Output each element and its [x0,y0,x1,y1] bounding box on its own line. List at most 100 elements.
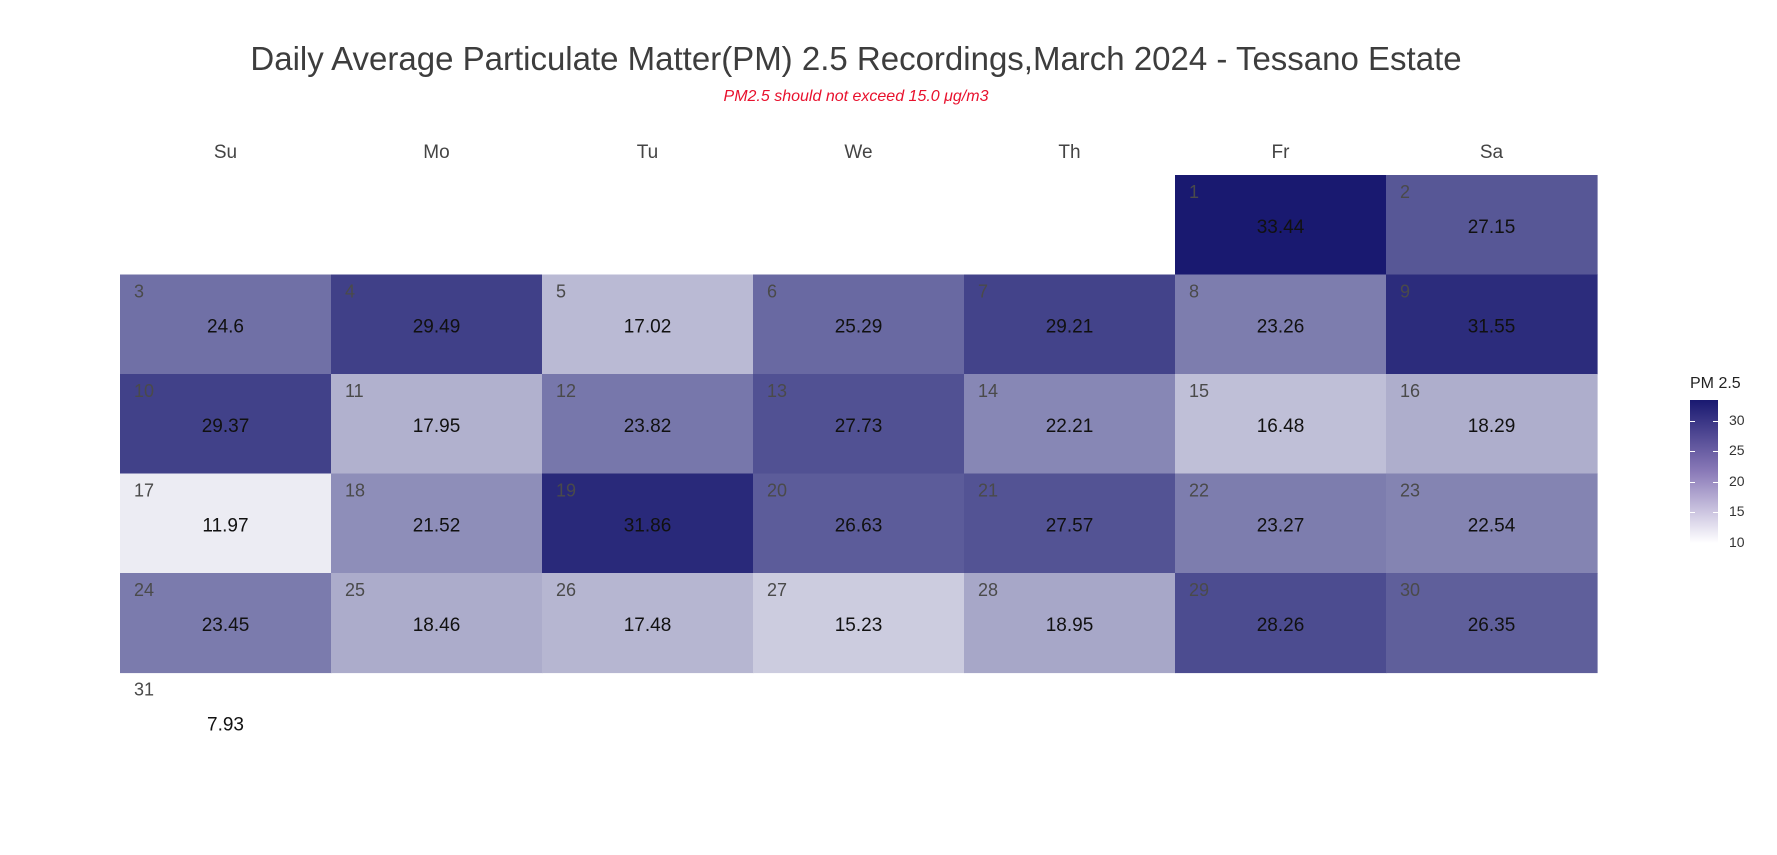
weekday-header: We [844,142,872,163]
day-number: 4 [345,282,355,302]
day-cell [331,573,543,674]
day-value: 7.93 [207,715,244,736]
day-number: 3 [134,282,144,302]
day-number: 2 [1400,182,1410,202]
day-cell [1175,573,1387,674]
day-number: 22 [1189,481,1209,501]
day-cell [964,374,1176,475]
legend-tick-mark [1713,420,1718,422]
day-cell [753,573,965,674]
legend-tick-mark [1690,481,1695,483]
day-cell [120,374,332,475]
day-number: 13 [767,381,787,401]
day-number: 21 [978,481,998,501]
day-value: 27.15 [1468,217,1516,238]
day-value: 28.26 [1257,615,1305,636]
day-number: 18 [345,481,365,501]
day-number: 9 [1400,282,1410,302]
day-cell [542,473,754,574]
weekday-header: Mo [423,142,449,163]
weekday-header: Th [1058,142,1080,163]
day-number: 7 [978,282,988,302]
legend-title: PM 2.5 [1690,375,1741,392]
day-number: 14 [978,381,998,401]
day-number: 30 [1400,580,1420,600]
color-legend: PM 2.5 10 15 20 25 30 [1690,375,1770,555]
day-cell [964,274,1176,375]
chart-subtitle: PM2.5 should not exceed 15.0 μg/m3 [723,88,989,105]
day-cell [1386,274,1598,375]
day-number: 27 [767,580,787,600]
day-cell [964,473,1176,574]
legend-tick-mark [1690,451,1695,453]
day-number: 29 [1189,580,1209,600]
day-cell [1175,274,1387,375]
day-value: 33.44 [1257,217,1305,238]
day-number: 15 [1189,381,1209,401]
day-value: 15.23 [835,615,883,636]
day-value: 17.48 [624,615,672,636]
weekday-header: Tu [637,142,658,163]
weekday-header: Fr [1272,142,1291,163]
day-number: 23 [1400,481,1420,501]
day-value: 26.35 [1468,615,1516,636]
legend-tick-mark [1713,451,1718,453]
day-value: 22.54 [1468,516,1516,537]
day-number: 28 [978,580,998,600]
day-number: 25 [345,580,365,600]
legend-tick-label: 10 [1729,534,1745,550]
day-value: 23.26 [1257,317,1305,338]
day-number: 26 [556,580,576,600]
day-cell [753,374,965,475]
day-cell [331,274,543,375]
day-cell [1386,175,1598,276]
day-cell [1386,473,1598,574]
day-number: 16 [1400,381,1420,401]
weekday-header: Sa [1480,142,1504,163]
legend-tick-label: 20 [1729,472,1745,489]
day-value: 31.86 [624,516,672,537]
day-value: 31.55 [1468,317,1516,338]
chart-title: Daily Average Particulate Matter(PM) 2.5… [250,40,1462,77]
day-number: 20 [767,481,787,501]
weekday-header: Su [214,142,237,163]
day-cell [1175,374,1387,475]
day-value: 16.48 [1257,416,1305,437]
day-cell [753,274,965,375]
day-cell [331,374,543,475]
day-number: 10 [134,381,154,401]
day-number: 24 [134,580,154,600]
day-value: 18.95 [1046,615,1094,636]
day-value: 25.29 [835,317,883,338]
day-cell [542,374,754,475]
day-cell [120,573,332,674]
legend-tick-label: 25 [1729,442,1745,459]
day-value: 18.29 [1468,416,1516,437]
day-number: 31 [134,680,154,700]
day-cell [1175,473,1387,574]
legend-tick-mark [1713,481,1718,483]
day-number: 6 [767,282,777,302]
day-cell [1386,374,1598,475]
legend-tick-mark [1690,543,1695,544]
day-number: 8 [1189,282,1199,302]
legend-tick-mark [1713,543,1718,544]
day-value: 29.37 [202,416,250,437]
day-value: 24.6 [207,317,244,338]
day-value: 26.63 [835,516,883,537]
day-value: 29.49 [413,317,461,338]
day-number: 17 [134,481,154,501]
day-cell [753,473,965,574]
day-number: 12 [556,381,576,401]
day-cell [120,274,332,375]
day-number: 1 [1189,182,1199,202]
day-cell [542,274,754,375]
day-value: 27.73 [835,416,883,437]
day-cell [1175,175,1387,276]
day-value: 23.82 [624,416,672,437]
day-value: 17.95 [413,416,461,437]
day-value: 22.21 [1046,416,1094,437]
legend-tick-mark [1690,420,1695,422]
day-cell [120,473,332,574]
calendar-heatmap: Su Mo Tu We Th Fr Sa 1 33.44 2 27.15 3 24.6 4 29.49 5 17… [120,142,1598,736]
